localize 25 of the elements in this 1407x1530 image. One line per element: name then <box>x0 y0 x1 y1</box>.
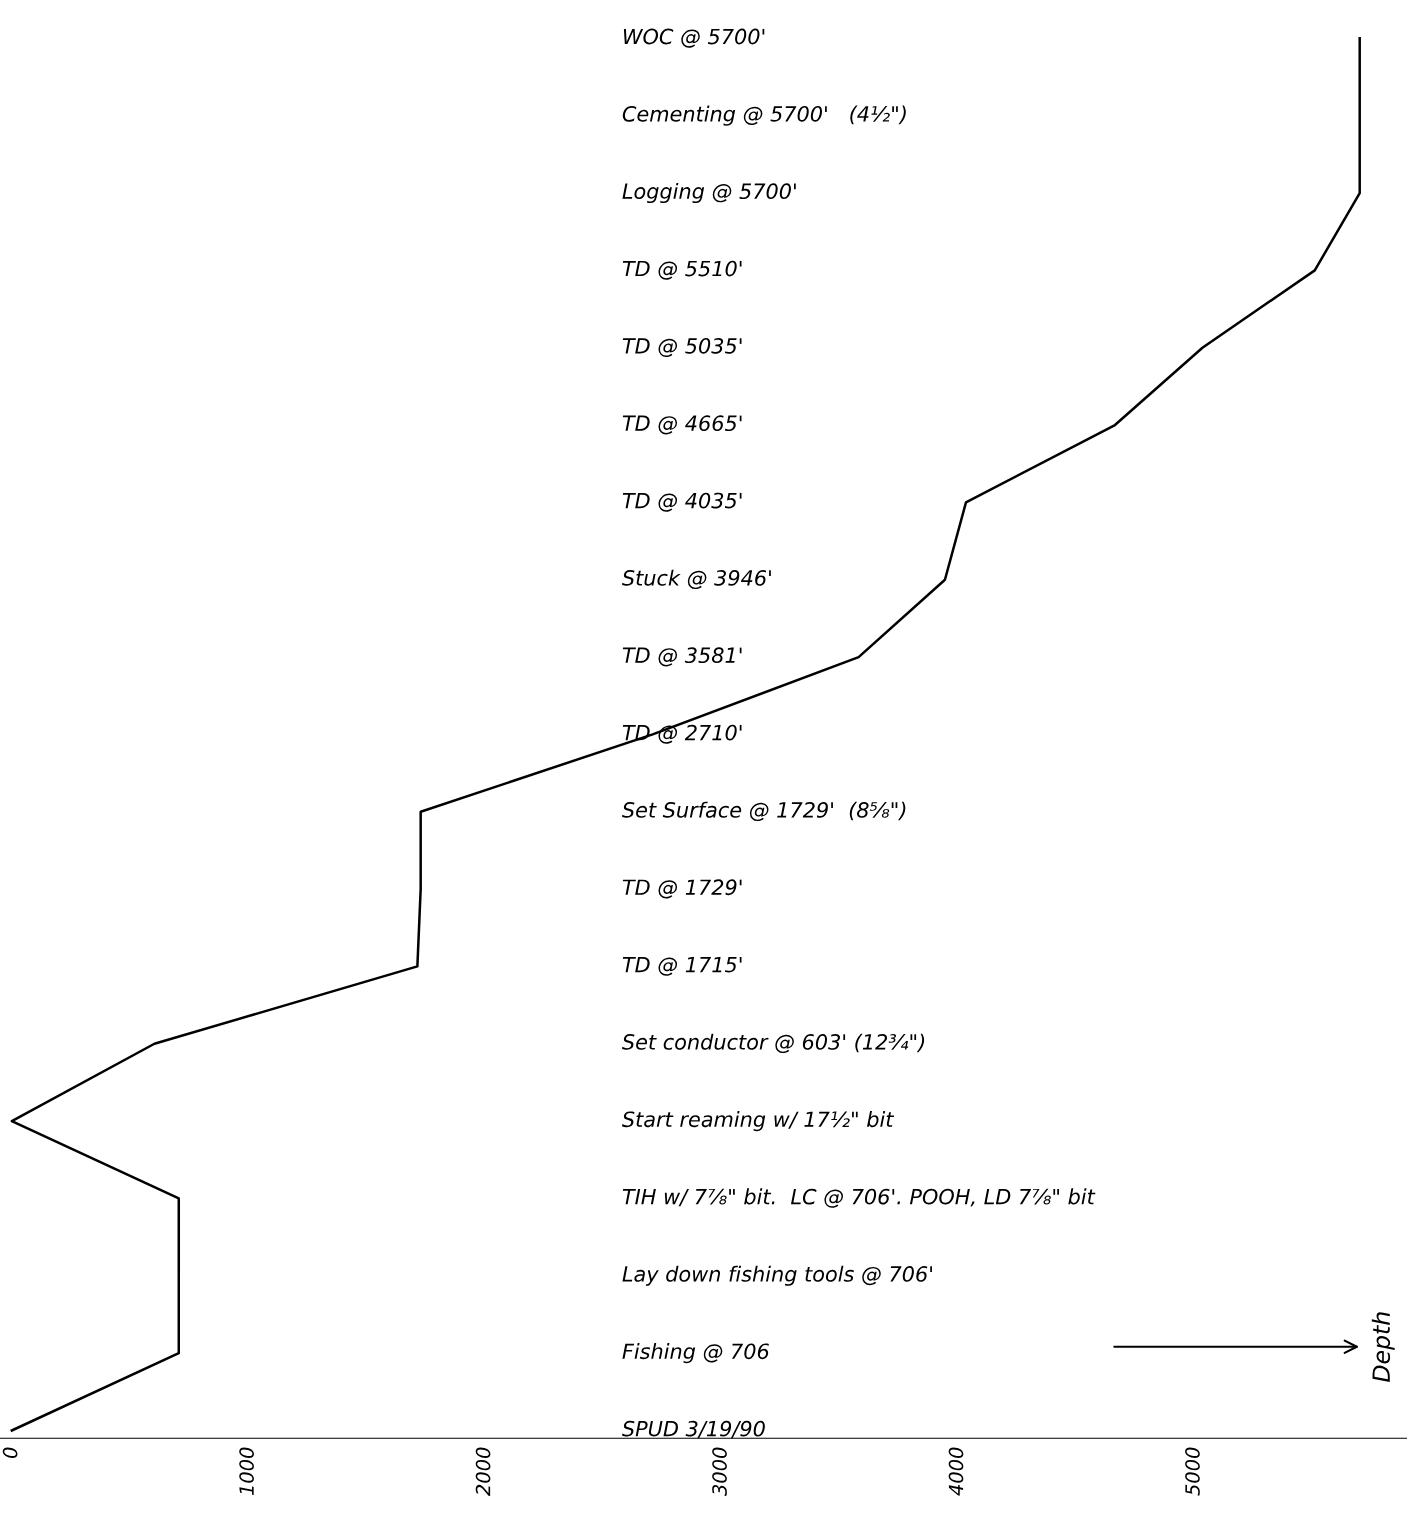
x-tick-label: 1000 <box>239 1447 254 1496</box>
x-tick-label: 3000 <box>712 1447 727 1496</box>
y-tick-label: SPUD 3/19/90 <box>622 1420 765 1439</box>
y-tick-label: TD @ 4035' <box>622 492 742 512</box>
x-tick-label: 0 <box>2 1447 18 1458</box>
y-tick-label: Set conductor @ 603' (12¾") <box>622 1033 925 1054</box>
y-tick-label: TD @ 4665' <box>622 415 742 435</box>
y-tick-label: Logging @ 5700' <box>622 182 796 204</box>
y-tick-label: Start reaming w/ 17½" bit <box>622 1111 895 1132</box>
y-tick-label: TD @ 5035' <box>622 337 742 358</box>
x-tick-label: 5000 <box>1185 1447 1200 1496</box>
y-tick-label: Lay down fishing tools @ 706' <box>622 1265 932 1286</box>
annotation: Depth <box>1371 1312 1395 1383</box>
y-tick-label: TD @ 5510' <box>622 260 742 280</box>
y-tick-label: Set Surface @ 1729' (8⅝") <box>622 801 906 822</box>
y-tick-label: WOC @ 5700' <box>623 28 765 48</box>
y-tick-label: TD @ 1729' <box>622 879 742 899</box>
y-tick-label: Cementing @ 5700' (4½") <box>622 105 906 126</box>
y-tick-label: TD @ 1715' <box>622 956 742 976</box>
x-tick-label: 2000 <box>475 1447 491 1496</box>
y-tick-label: TD @ 3581' <box>622 647 742 667</box>
y-tick-label: Fishing @ 706 <box>622 1343 769 1364</box>
x-tick-label: 4000 <box>948 1447 964 1496</box>
y-tick-label: TIH w/ 7⅞" bit. LC @ 706'. POOH, LD 7⅞" bit <box>622 1188 1096 1208</box>
y-tick-label: Stuck @ 3946' <box>622 569 771 590</box>
